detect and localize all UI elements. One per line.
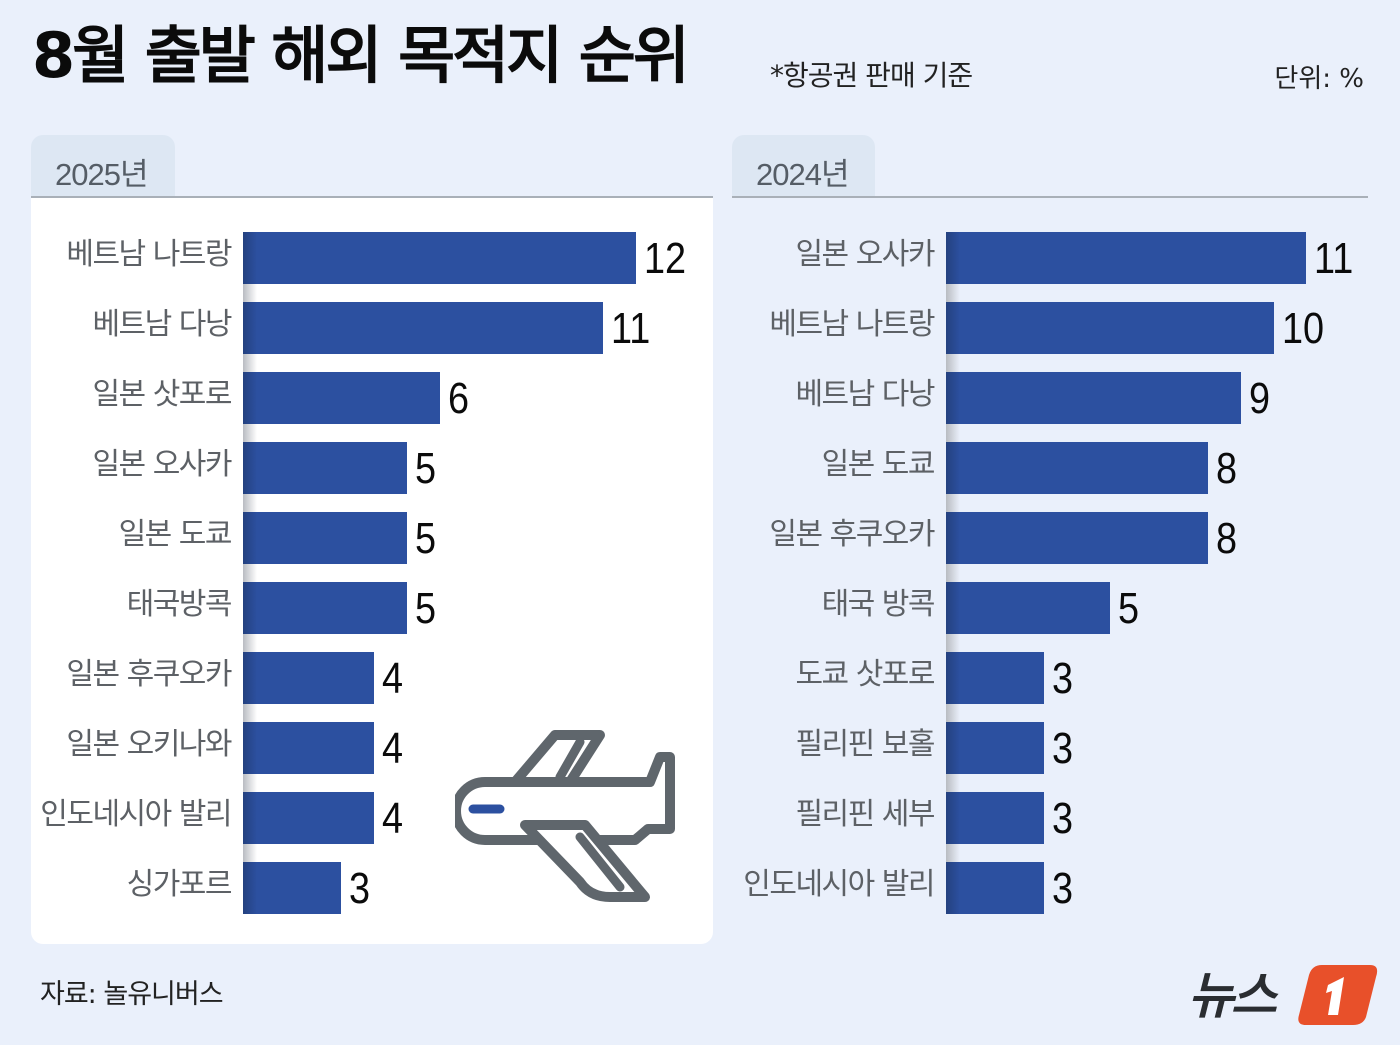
bar-value: 10 [1282, 304, 1325, 353]
page-title: 8월 출발 해외 목적지 순위 [32, 19, 690, 92]
bar-label: 일본 후쿠오카 [769, 517, 935, 552]
bar [946, 792, 1044, 844]
axis-shadow [946, 354, 960, 372]
bar-value: 11 [1314, 234, 1354, 283]
bar-value: 12 [644, 234, 687, 283]
basis-note: *항공권 판매 기준 [770, 59, 973, 92]
bar [243, 232, 636, 284]
tab-2024: 2024년 [732, 135, 875, 197]
bar-value: 3 [349, 864, 371, 913]
axis-shadow [946, 844, 960, 862]
bar-label: 일본 오사카 [795, 237, 935, 272]
axis-shadow [243, 494, 257, 512]
bar [243, 372, 440, 424]
axis-shadow [946, 494, 960, 512]
bar-label: 베트남 다낭 [92, 307, 232, 342]
bar [946, 722, 1044, 774]
divider-2024 [732, 196, 1368, 198]
source-note: 자료: 놀유니버스 [40, 979, 224, 1010]
axis-shadow [243, 844, 257, 862]
axis-shadow [243, 704, 257, 722]
axis-shadow [946, 634, 960, 652]
bar-value: 6 [448, 374, 470, 423]
bar-label: 태국방콕 [126, 587, 233, 622]
bar-label: 태국 방콕 [821, 587, 936, 622]
axis-shadow [946, 424, 960, 442]
bar-value: 4 [382, 724, 404, 773]
bar-value: 5 [1118, 584, 1140, 633]
bar-label: 도쿄 삿포로 [795, 657, 935, 692]
bar-label: 인도네시아 발리 [40, 797, 232, 832]
bar [243, 722, 374, 774]
bar-value: 8 [1216, 514, 1238, 563]
bar-value: 3 [1052, 864, 1074, 913]
axis-shadow [243, 424, 257, 442]
bar-value: 3 [1052, 724, 1074, 773]
news1-logo: 뉴스 [1188, 965, 1378, 1025]
bar [243, 862, 341, 914]
logo-text: 뉴스 [1188, 967, 1279, 1025]
bar [946, 302, 1274, 354]
bar-value: 5 [415, 444, 437, 493]
bar [243, 302, 603, 354]
bar [243, 652, 374, 704]
bar-value: 3 [1052, 794, 1074, 843]
bar [946, 372, 1241, 424]
bar-label: 베트남 나트랑 [66, 237, 232, 272]
bar-label: 베트남 나트랑 [769, 307, 935, 342]
divider-2025 [31, 196, 713, 198]
axis-shadow [243, 634, 257, 652]
bar-value: 5 [415, 514, 437, 563]
bar-label: 일본 오키나와 [66, 727, 232, 762]
bar-value: 9 [1249, 374, 1271, 423]
airplane-icon [455, 730, 675, 902]
bar [946, 862, 1044, 914]
bar-label: 일본 삿포로 [92, 377, 232, 412]
bar-label: 베트남 다낭 [795, 377, 935, 412]
unit-label: 단위: % [1274, 64, 1364, 94]
axis-shadow [946, 564, 960, 582]
bar-value: 8 [1216, 444, 1238, 493]
bar-value: 11 [611, 304, 651, 353]
bar-value: 3 [1052, 654, 1074, 703]
bar [243, 582, 407, 634]
bar [946, 582, 1110, 634]
axis-shadow [243, 354, 257, 372]
axis-shadow [946, 704, 960, 722]
bar [243, 512, 407, 564]
bar [243, 792, 374, 844]
axis-shadow [243, 564, 257, 582]
bar [946, 232, 1306, 284]
bar-label: 일본 도쿄 [118, 517, 233, 552]
bar [946, 442, 1208, 494]
bar-value: 5 [415, 584, 437, 633]
bar [946, 512, 1208, 564]
bar-label: 일본 오사카 [92, 447, 232, 482]
bar-label: 일본 후쿠오카 [66, 657, 232, 692]
bar-label: 필리핀 세부 [795, 797, 935, 832]
axis-shadow [243, 284, 257, 302]
axis-shadow [946, 284, 960, 302]
bar [946, 652, 1044, 704]
tab-2025: 2025년 [31, 135, 175, 197]
bar-value: 4 [382, 654, 404, 703]
bar [243, 442, 407, 494]
bar-label: 싱가포르 [126, 867, 233, 902]
bar-label: 인도네시아 발리 [743, 867, 935, 902]
axis-shadow [946, 774, 960, 792]
bar-label: 필리핀 보홀 [795, 727, 935, 762]
bar-value: 4 [382, 794, 404, 843]
axis-shadow [243, 774, 257, 792]
bar-label: 일본 도쿄 [821, 447, 936, 482]
